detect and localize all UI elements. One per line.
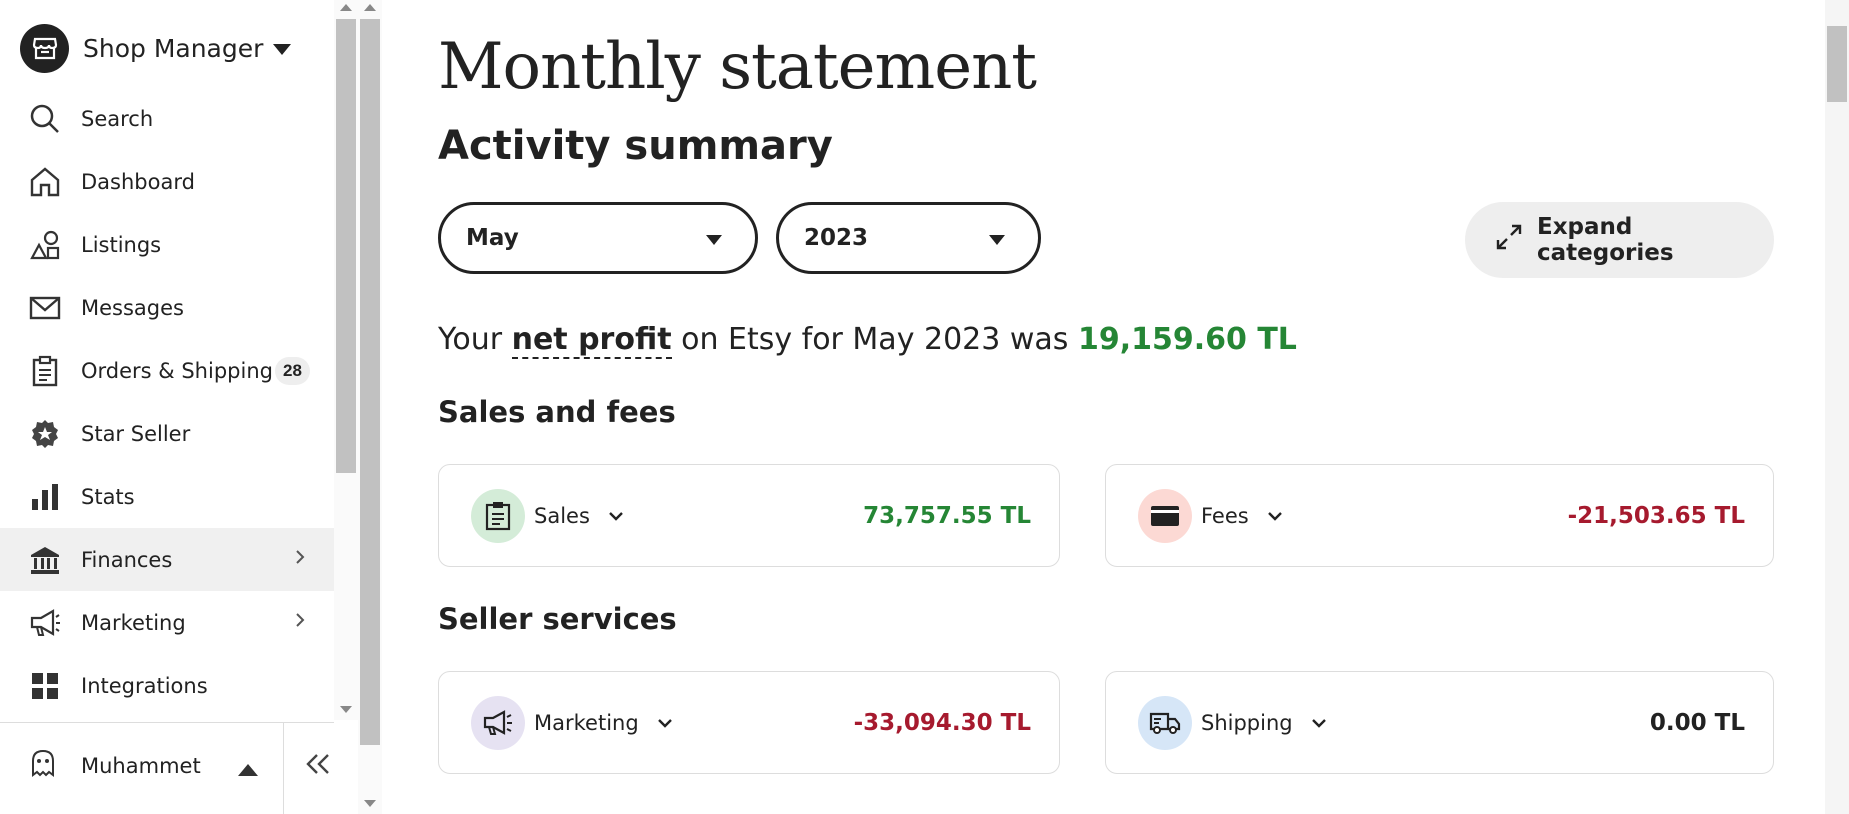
sidebar-item-star-seller[interactable]: Star Seller bbox=[0, 402, 334, 465]
credit-card-icon bbox=[1138, 488, 1192, 543]
sidebar-item-dashboard[interactable]: Dashboard bbox=[0, 150, 334, 213]
sidebar-item-label: Star Seller bbox=[81, 421, 191, 446]
marketing-card[interactable]: Marketing -33,094.30 TL bbox=[438, 671, 1060, 774]
scroll-up-arrow-icon[interactable] bbox=[364, 4, 376, 11]
star-badge-icon bbox=[28, 417, 62, 451]
sidebar-item-label: Stats bbox=[81, 484, 135, 509]
sidebar-item-label: Listings bbox=[81, 232, 162, 257]
chevron-down-icon[interactable] bbox=[657, 717, 673, 729]
clipboard-icon bbox=[471, 488, 525, 543]
net-profit-amount: 19,159.60 TL bbox=[1077, 322, 1297, 357]
shop-title: Shop Manager bbox=[83, 33, 264, 63]
bar-chart-icon bbox=[28, 480, 62, 514]
marketing-label: Marketing bbox=[534, 710, 639, 735]
orders-count-badge: 28 bbox=[275, 356, 310, 385]
fees-label: Fees bbox=[1201, 503, 1249, 528]
divider bbox=[283, 723, 284, 814]
sidebar-item-label: Marketing bbox=[81, 610, 186, 635]
sidebar-scrollbar[interactable] bbox=[334, 0, 358, 720]
scrollbar-thumb[interactable] bbox=[360, 19, 380, 745]
expand-icon bbox=[1495, 223, 1523, 257]
grid-icon bbox=[28, 669, 62, 703]
seller-services-title: Seller services bbox=[438, 602, 677, 636]
fees-card[interactable]: Fees -21,503.65 TL bbox=[1105, 464, 1774, 567]
chevron-up-icon[interactable] bbox=[238, 764, 258, 776]
user-name: Muhammet bbox=[81, 753, 201, 778]
profit-prefix: Your bbox=[438, 322, 503, 357]
scrollbar-thumb[interactable] bbox=[336, 19, 356, 473]
chevron-down-icon bbox=[706, 235, 722, 245]
chevron-down-icon bbox=[989, 235, 1005, 245]
megaphone-icon bbox=[28, 606, 62, 640]
chevron-down-icon[interactable] bbox=[1311, 717, 1327, 729]
collapse-sidebar-button[interactable] bbox=[305, 749, 331, 783]
user-menu: Muhammet bbox=[0, 722, 334, 814]
sidebar-item-integrations[interactable]: Integrations bbox=[0, 654, 334, 717]
sidebar-item-label: Integrations bbox=[81, 673, 208, 698]
delivery-truck-icon bbox=[1138, 695, 1192, 750]
marketing-amount: -33,094.30 TL bbox=[853, 709, 1031, 736]
sales-and-fees-title: Sales and fees bbox=[438, 395, 676, 429]
sidebar-item-label: Messages bbox=[81, 295, 184, 320]
scrollbar-thumb[interactable] bbox=[1827, 26, 1847, 102]
clipboard-icon bbox=[28, 354, 62, 388]
year-select[interactable]: 2023 bbox=[776, 202, 1041, 274]
chevron-down-icon[interactable] bbox=[1267, 510, 1283, 522]
section-title: Activity summary bbox=[438, 123, 833, 169]
shipping-card[interactable]: Shipping 0.00 TL bbox=[1105, 671, 1774, 774]
scroll-up-arrow-icon[interactable] bbox=[340, 4, 352, 11]
sidebar-nav: Search Dashboard Listings Messages Order… bbox=[0, 87, 334, 717]
page-title: Monthly statement bbox=[438, 30, 1037, 104]
user-menu-toggle[interactable]: Muhammet bbox=[28, 748, 201, 783]
sidebar-item-label: Finances bbox=[81, 547, 173, 572]
sidebar-item-orders-shipping[interactable]: Orders & Shipping 28 bbox=[0, 339, 334, 402]
scroll-down-arrow-icon[interactable] bbox=[340, 706, 352, 713]
shipping-label: Shipping bbox=[1201, 710, 1293, 735]
expand-categories-button[interactable]: Expand categories bbox=[1465, 202, 1774, 278]
chevron-right-icon bbox=[294, 612, 306, 633]
sidebar-item-marketing[interactable]: Marketing bbox=[0, 591, 334, 654]
scroll-down-arrow-icon[interactable] bbox=[364, 800, 376, 807]
ghost-avatar-icon bbox=[28, 748, 58, 783]
month-select[interactable]: May bbox=[438, 202, 758, 274]
profit-middle: on Etsy for May 2023 was bbox=[681, 322, 1069, 357]
sidebar-item-label: Dashboard bbox=[81, 169, 195, 194]
sidebar-item-finances[interactable]: Finances bbox=[0, 528, 334, 591]
search-icon bbox=[28, 102, 62, 136]
home-icon bbox=[28, 165, 62, 199]
sales-card[interactable]: Sales 73,757.55 TL bbox=[438, 464, 1060, 567]
sidebar-item-search[interactable]: Search bbox=[0, 87, 334, 150]
shapes-icon bbox=[28, 228, 62, 262]
shop-manager-switcher[interactable]: Shop Manager bbox=[20, 22, 292, 74]
sidebar-item-label: Search bbox=[81, 106, 154, 131]
page-scrollbar[interactable] bbox=[358, 0, 382, 814]
shop-icon bbox=[20, 23, 69, 73]
net-profit-term[interactable]: net profit bbox=[511, 322, 672, 359]
sidebar-item-listings[interactable]: Listings bbox=[0, 213, 334, 276]
sales-label: Sales bbox=[534, 503, 590, 528]
chevron-down-icon[interactable] bbox=[608, 510, 624, 522]
sidebar: Shop Manager Search Dashboard Listings bbox=[0, 0, 334, 814]
bank-icon bbox=[28, 543, 62, 577]
fees-amount: -21,503.65 TL bbox=[1567, 502, 1745, 529]
chevron-down-icon bbox=[273, 43, 292, 55]
main-scrollbar[interactable] bbox=[1825, 0, 1849, 814]
main-content: Monthly statement Activity summary May 2… bbox=[438, 0, 1825, 814]
shipping-amount: 0.00 TL bbox=[1649, 709, 1745, 736]
expand-categories-label: Expand categories bbox=[1537, 214, 1674, 266]
sidebar-item-label: Orders & Shipping bbox=[81, 358, 273, 383]
sales-amount: 73,757.55 TL bbox=[863, 502, 1031, 529]
year-select-value: 2023 bbox=[804, 225, 869, 251]
megaphone-icon bbox=[471, 695, 525, 750]
sidebar-item-messages[interactable]: Messages bbox=[0, 276, 334, 339]
chevron-right-icon bbox=[294, 549, 306, 570]
month-select-value: May bbox=[466, 225, 519, 251]
envelope-icon bbox=[28, 291, 62, 325]
sidebar-item-stats[interactable]: Stats bbox=[0, 465, 334, 528]
net-profit-summary: Your net profit on Etsy for May 2023 was… bbox=[438, 322, 1297, 359]
